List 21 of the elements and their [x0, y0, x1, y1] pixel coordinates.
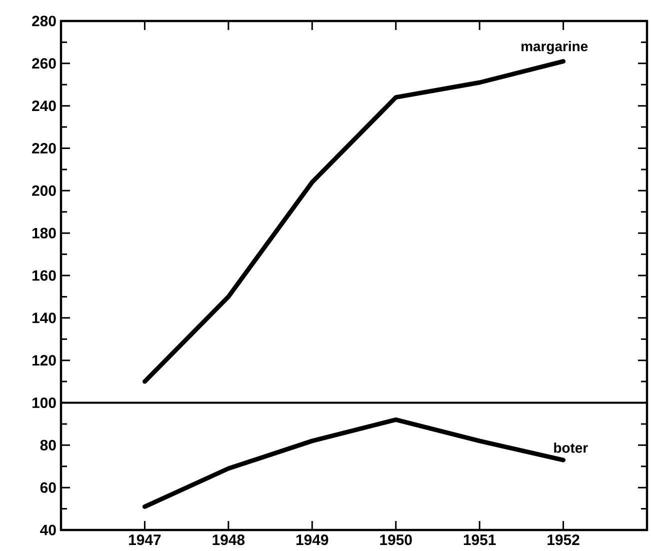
- y-tick-label: 80: [40, 440, 56, 450]
- y-tick-label: 200: [32, 185, 56, 196]
- x-tick-label: 1947: [129, 534, 161, 546]
- x-tick-label: 1952: [548, 534, 580, 546]
- series-label: boter: [554, 442, 588, 453]
- y-tick-label: 40: [40, 524, 56, 536]
- y-tick-label: 100: [32, 397, 56, 408]
- legend-label: margarine: [522, 41, 588, 54]
- y-tick-label: 260: [32, 58, 56, 69]
- y-tick-label: 180: [32, 228, 56, 238]
- x-tick-label: 1949: [296, 534, 328, 546]
- x-tick-label: 1951: [464, 534, 496, 546]
- x-tick-label: 1948: [212, 534, 245, 546]
- x-tick-label: 1950: [380, 534, 412, 546]
- y-tick-label: 160: [32, 270, 56, 281]
- y-tick-label: 120: [32, 355, 56, 366]
- y-tick-label: 220: [32, 142, 56, 154]
- y-tick-label: 140: [32, 312, 56, 324]
- y-tick-label: 60: [40, 482, 56, 493]
- y-tick-label: 240: [32, 100, 56, 112]
- y-tick-label: 280: [32, 16, 56, 26]
